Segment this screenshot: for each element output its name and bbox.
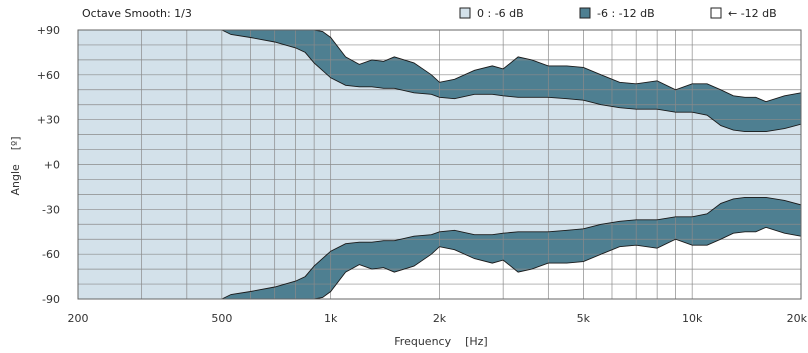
y-tick-label: -60 — [42, 248, 60, 261]
legend-label: ← -12 dB — [728, 7, 777, 20]
x-tick-label: 2k — [433, 312, 447, 325]
x-tick-label: 20k — [787, 312, 808, 325]
x-tick-label: 10k — [682, 312, 703, 325]
plot-frame — [77, 29, 802, 300]
edge-mid-lower — [78, 226, 801, 299]
y-tick-label: -90 — [42, 293, 60, 306]
x-tick-label: 500 — [211, 312, 232, 325]
y-tick-label: +60 — [37, 69, 60, 82]
y-tick-label: +0 — [44, 159, 60, 172]
legend-label: 0 : -6 dB — [477, 7, 524, 20]
y-tick-labels: +90 +60 +30 +0 -30 -60 -90 — [37, 24, 60, 306]
legend-label: -6 : -12 dB — [597, 7, 655, 20]
y-tick-label: +90 — [37, 24, 60, 37]
y-tick-label: +30 — [37, 114, 60, 127]
y-tick-label: -30 — [42, 203, 60, 216]
legend: 0 : -6 dB -6 : -12 dB ← -12 dB — [459, 7, 777, 20]
x-tick-label: 1k — [324, 312, 338, 325]
x-tick-label: 200 — [68, 312, 89, 325]
edge-inner-lower — [78, 196, 801, 299]
x-tick-label: 5k — [577, 312, 591, 325]
edge-inner-upper — [78, 30, 801, 133]
x-tick-labels: 200 500 1k 2k 5k 10k 20k — [68, 312, 808, 325]
legend-swatch — [459, 7, 471, 19]
x-axis-label: Frequency [Hz] — [394, 335, 487, 348]
area-edges — [78, 30, 801, 299]
edge-mid-upper — [78, 30, 801, 103]
smoothing-label: Octave Smooth: 1/3 — [82, 7, 192, 20]
legend-swatch — [579, 7, 591, 19]
legend-swatch — [710, 7, 722, 19]
y-axis-label: Angle [º] — [9, 136, 22, 195]
